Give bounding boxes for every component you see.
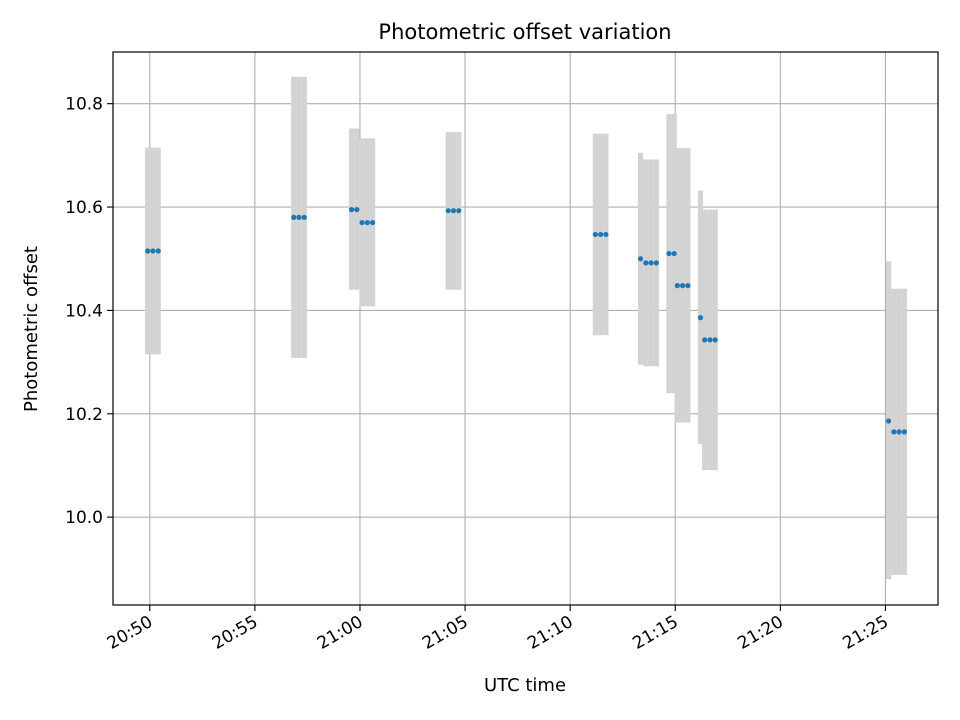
data-point bbox=[354, 207, 360, 213]
data-point bbox=[145, 248, 151, 254]
y-axis-label: Photometric offset bbox=[21, 246, 42, 412]
y-tick-label: 10.0 bbox=[65, 508, 103, 528]
data-point bbox=[685, 283, 691, 289]
data-point bbox=[648, 260, 654, 266]
data-point bbox=[364, 219, 370, 226]
data-point bbox=[150, 248, 156, 254]
data-point bbox=[592, 231, 598, 238]
data-point bbox=[450, 208, 457, 214]
data-point bbox=[653, 260, 659, 266]
data-point bbox=[896, 429, 902, 435]
y-tick-label: 10.8 bbox=[65, 95, 103, 115]
data-point bbox=[674, 283, 680, 289]
data-point bbox=[666, 250, 672, 257]
data-point bbox=[680, 283, 686, 289]
data-point bbox=[886, 418, 892, 424]
data-point bbox=[445, 208, 451, 214]
data-point bbox=[598, 231, 604, 238]
data-point bbox=[301, 214, 307, 220]
data-point bbox=[697, 315, 704, 321]
y-tick-label: 10.4 bbox=[65, 301, 103, 321]
data-point bbox=[712, 337, 718, 343]
data-point bbox=[891, 429, 897, 435]
data-point bbox=[291, 214, 297, 220]
data-point bbox=[456, 208, 462, 214]
data-point bbox=[643, 260, 649, 266]
data-point bbox=[348, 207, 355, 213]
data-point-layer bbox=[145, 207, 907, 435]
data-point bbox=[296, 214, 302, 220]
data-point bbox=[707, 337, 713, 343]
data-point bbox=[671, 250, 677, 257]
y-axis: 10.0 10.2 10.4 10.6 10.8 bbox=[65, 95, 113, 528]
data-point bbox=[637, 256, 644, 262]
data-point bbox=[702, 337, 708, 343]
data-point bbox=[359, 219, 365, 226]
chart-title: Photometric offset variation bbox=[378, 20, 671, 44]
data-point bbox=[369, 219, 376, 226]
data-point bbox=[155, 248, 161, 254]
x-axis-label: UTC time bbox=[484, 675, 566, 696]
y-tick-label: 10.2 bbox=[65, 405, 103, 425]
axes-frame bbox=[112, 51, 939, 606]
y-tick-label: 10.6 bbox=[65, 198, 103, 218]
data-point bbox=[603, 231, 609, 238]
plot-area bbox=[112, 51, 939, 606]
data-point bbox=[901, 429, 907, 435]
